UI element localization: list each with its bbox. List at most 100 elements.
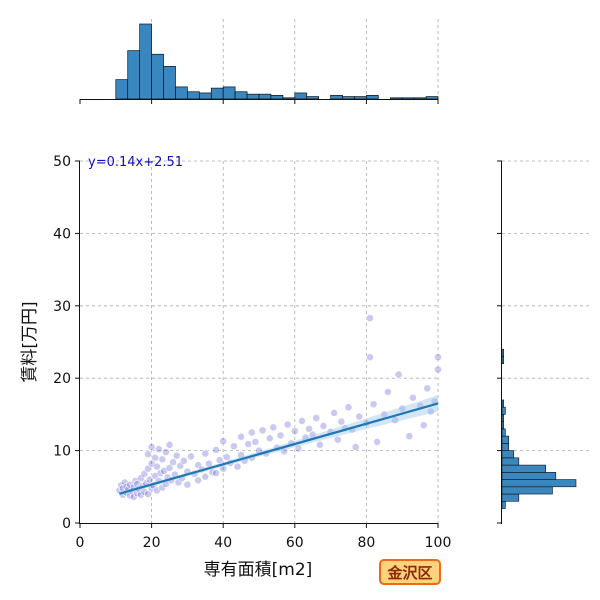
scatter-point xyxy=(290,427,299,435)
right-histogram-bar xyxy=(501,356,504,365)
top-histogram-bar xyxy=(187,91,200,100)
right-histogram-bar xyxy=(501,493,520,502)
right-histogram-bar xyxy=(501,472,557,480)
top-histogram-grid xyxy=(151,19,439,99)
right-histogram xyxy=(497,160,590,524)
right-histogram-bar xyxy=(501,399,504,408)
top-histogram-bar xyxy=(175,86,188,100)
right-histogram-bar xyxy=(501,421,504,430)
scatter-point xyxy=(319,422,328,430)
right-histogram-bar xyxy=(501,443,510,451)
main-plot: 0 20 40 60 80 100 0 10 20 30 40 50 y=0.14x+2.51 専有… xyxy=(20,154,451,580)
scatter-point xyxy=(144,490,152,498)
scatter-point xyxy=(244,440,253,448)
x-tick-label: 20 xyxy=(143,535,161,551)
regression-line xyxy=(119,402,439,495)
y-axis-label: 賃料[万円] xyxy=(20,301,40,382)
scatter-point xyxy=(179,456,188,465)
regression-equation: y=0.14x+2.51 xyxy=(88,155,183,170)
scatter-point xyxy=(162,448,170,456)
y-ticks: 0 10 20 30 40 50 xyxy=(53,154,80,532)
scatter-point xyxy=(405,432,414,441)
top-histogram-bar xyxy=(413,97,427,100)
scatter-point xyxy=(269,423,278,432)
scatter-point xyxy=(283,420,292,429)
top-histogram-bar xyxy=(354,96,367,100)
scatter-point xyxy=(355,412,364,421)
top-histogram-bar xyxy=(330,95,343,100)
right-histogram-bar xyxy=(501,348,504,357)
scatter-point xyxy=(398,404,407,413)
scatter-point xyxy=(201,449,210,458)
scatter-point xyxy=(219,437,228,446)
district-badge: 金沢区 xyxy=(379,559,441,585)
right-histogram-bar xyxy=(501,486,553,495)
scatter-point xyxy=(366,314,374,323)
top-histogram-bar xyxy=(127,50,141,100)
scatter-point xyxy=(333,435,342,444)
top-histogram-bar xyxy=(258,93,272,100)
scatter-point xyxy=(153,462,161,471)
top-histogram-bar xyxy=(139,23,152,100)
scatter-point xyxy=(315,440,324,449)
scatter-point xyxy=(187,452,195,461)
x-tick-label: 80 xyxy=(357,535,375,551)
x-tick-label: 100 xyxy=(425,535,452,551)
scatter-point xyxy=(294,444,303,453)
scatter-point xyxy=(212,445,220,454)
right-histogram-ticks xyxy=(497,160,502,524)
scatter-point xyxy=(423,384,432,393)
right-histogram-bar xyxy=(501,406,506,415)
scatter-point xyxy=(409,393,417,402)
scatter-point xyxy=(369,400,378,409)
top-histogram-bar xyxy=(198,92,212,100)
y-tick-label: 0 xyxy=(62,516,71,532)
scatter-point xyxy=(265,434,274,443)
top-histogram-ticks xyxy=(79,99,439,104)
right-histogram-bar xyxy=(501,450,515,459)
scatter-point xyxy=(230,442,238,451)
y-tick-label: 50 xyxy=(53,154,71,170)
scatter-point xyxy=(434,365,442,374)
scatter-point xyxy=(434,353,442,362)
right-histogram-bar xyxy=(501,464,547,473)
scatter-points xyxy=(115,314,442,501)
scatter-point xyxy=(154,445,163,454)
scatter-point xyxy=(147,443,156,451)
x-tick-label: 60 xyxy=(286,535,304,551)
top-histogram-bar xyxy=(425,96,439,100)
scatter-point xyxy=(258,426,267,435)
scatter-point xyxy=(165,464,174,472)
y-tick-label: 30 xyxy=(53,299,71,315)
x-tick-label: 0 xyxy=(76,535,85,551)
scatter-point xyxy=(158,455,167,464)
scatter-point xyxy=(194,476,203,485)
right-histogram-bar xyxy=(501,457,520,466)
scatter-point xyxy=(373,438,382,446)
scatter-point xyxy=(312,414,321,422)
top-histogram-bar xyxy=(222,86,236,100)
top-histogram-bar xyxy=(282,97,296,100)
right-histogram-bar xyxy=(501,414,504,422)
scatter-point xyxy=(183,480,192,489)
scatter-point xyxy=(165,440,174,449)
scatter-point xyxy=(233,462,242,471)
scatter-point xyxy=(172,451,181,460)
top-histogram-bar xyxy=(270,95,284,100)
right-histogram-bar xyxy=(501,479,577,488)
y-tick-label: 10 xyxy=(53,444,71,460)
right-histogram-bars xyxy=(501,348,577,509)
scatter-point xyxy=(222,453,231,462)
scatter-point xyxy=(237,432,245,441)
top-histogram-bar xyxy=(115,79,129,100)
scatter-point xyxy=(394,370,403,379)
scatter-point xyxy=(305,424,314,433)
x-axis-label: 専有面積[m2] xyxy=(204,560,313,580)
top-histogram-bar xyxy=(294,92,308,100)
scatter-point xyxy=(330,409,339,417)
top-histogram-bars xyxy=(115,23,439,100)
scatter-point xyxy=(145,475,154,484)
scatter-point xyxy=(212,469,220,477)
top-histogram-bar xyxy=(366,95,379,100)
scatter-point xyxy=(201,472,210,481)
